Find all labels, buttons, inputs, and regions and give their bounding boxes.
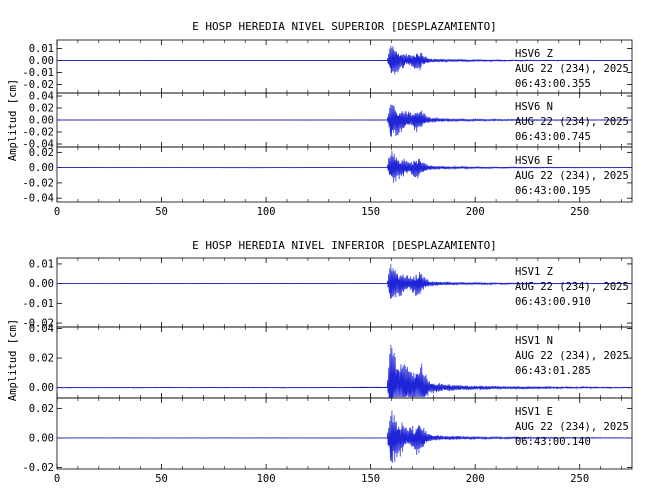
seismic-trace-hsv6-n bbox=[56, 104, 633, 137]
trace-time-label: 06:43:00.910 bbox=[515, 296, 591, 308]
trace-date-label: AUG 22 (234), 2025 bbox=[515, 63, 629, 75]
y-axis-label: Amplitud [cm] bbox=[7, 79, 19, 161]
x-tick-label: 100 bbox=[257, 206, 276, 218]
trace-time-label: 06:43:01.285 bbox=[515, 365, 591, 377]
seismic-trace-hsv6-z bbox=[56, 45, 633, 75]
y-tick-label: 0.04 bbox=[29, 91, 54, 103]
x-tick-label: 150 bbox=[361, 473, 380, 485]
y-tick-label: 0.01 bbox=[29, 258, 54, 270]
seismic-trace-hsv1-n bbox=[56, 344, 633, 398]
trace-frame bbox=[56, 146, 633, 203]
station-component-label: HSV1 E bbox=[515, 406, 553, 418]
y-tick-label: 0.01 bbox=[29, 43, 54, 55]
trace-frame bbox=[56, 397, 633, 470]
x-tick-label: 0 bbox=[54, 206, 60, 218]
y-tick-label: 0.02 bbox=[29, 353, 54, 365]
x-tick-label: 250 bbox=[570, 206, 589, 218]
y-tick-label: 0.02 bbox=[29, 147, 54, 159]
y-tick-label: 0.04 bbox=[29, 323, 54, 335]
y-tick-label: -0.02 bbox=[22, 462, 54, 474]
y-tick-label: -0.02 bbox=[22, 177, 54, 189]
trace-time-label: 06:43:00.140 bbox=[515, 436, 591, 448]
trace-time-label: 06:43:00.355 bbox=[515, 78, 591, 90]
y-tick-label: -0.04 bbox=[22, 139, 54, 151]
y-axis-label: Amplitud [cm] bbox=[7, 319, 19, 401]
y-tick-label: 0.00 bbox=[29, 162, 54, 174]
station-component-label: HSV1 N bbox=[515, 335, 553, 347]
y-tick-label: 0.00 bbox=[29, 432, 54, 444]
trace-date-label: AUG 22 (234), 2025 bbox=[515, 116, 629, 128]
station-component-label: HSV6 E bbox=[515, 155, 553, 167]
y-tick-label: -0.01 bbox=[22, 298, 54, 310]
y-tick-label: -0.02 bbox=[22, 79, 54, 91]
x-tick-label: 250 bbox=[570, 473, 589, 485]
trace-date-label: AUG 22 (234), 2025 bbox=[515, 421, 629, 433]
x-tick-label: 0 bbox=[54, 473, 60, 485]
x-tick-label: 50 bbox=[155, 473, 168, 485]
x-tick-label: 200 bbox=[466, 473, 485, 485]
station-component-label: HSV6 N bbox=[515, 101, 553, 113]
y-tick-label: -0.04 bbox=[22, 193, 54, 205]
y-tick-label: -0.02 bbox=[22, 318, 54, 330]
x-tick-label: 150 bbox=[361, 206, 380, 218]
station-component-label: HSV1 Z bbox=[515, 266, 553, 278]
y-tick-label: 0.00 bbox=[29, 115, 54, 127]
x-tick-label: 200 bbox=[466, 206, 485, 218]
y-tick-label: 0.00 bbox=[29, 55, 54, 67]
chart-title: E HOSP HEREDIA NIVEL INFERIOR [DESPLAZAM… bbox=[192, 239, 497, 252]
trace-date-label: AUG 22 (234), 2025 bbox=[515, 170, 629, 182]
trace-date-label: AUG 22 (234), 2025 bbox=[515, 281, 629, 293]
chart-title: E HOSP HEREDIA NIVEL SUPERIOR [DESPLAZAM… bbox=[192, 20, 497, 33]
y-tick-label: 0.00 bbox=[29, 278, 54, 290]
y-tick-label: -0.01 bbox=[22, 67, 54, 79]
seismic-trace-hsv1-e bbox=[56, 410, 633, 463]
trace-time-label: 06:43:00.745 bbox=[515, 131, 591, 143]
x-tick-label: 100 bbox=[257, 473, 276, 485]
y-tick-label: -0.02 bbox=[22, 127, 54, 139]
station-component-label: HSV6 Z bbox=[515, 48, 553, 60]
x-tick-label: 50 bbox=[155, 206, 168, 218]
trace-time-label: 06:43:00.195 bbox=[515, 185, 591, 197]
y-tick-label: 0.00 bbox=[29, 382, 54, 394]
trace-date-label: AUG 22 (234), 2025 bbox=[515, 350, 629, 362]
y-tick-label: 0.02 bbox=[29, 403, 54, 415]
y-tick-label: 0.02 bbox=[29, 103, 54, 115]
seismic-trace-hsv6-e bbox=[56, 150, 633, 183]
seismic-trace-hsv1-z bbox=[56, 263, 633, 299]
